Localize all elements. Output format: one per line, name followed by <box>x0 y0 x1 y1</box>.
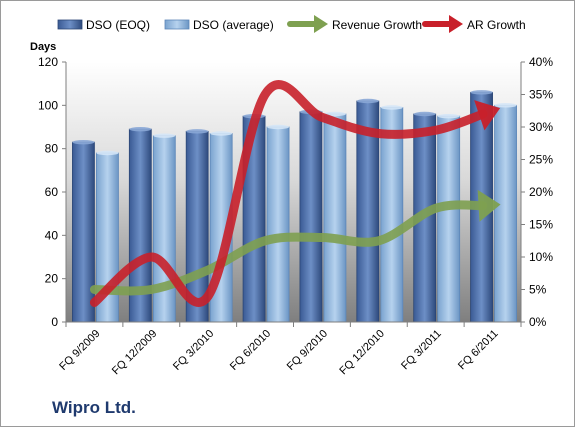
bar-top-0-1 <box>129 126 152 132</box>
x-tick-label: FQ 12/2009 <box>110 328 160 378</box>
y-tick-label: 40 <box>45 228 59 242</box>
y-axis-title: Days <box>30 41 56 53</box>
y2-tick-label: 20% <box>529 185 553 199</box>
bar-top-1-0 <box>96 150 119 156</box>
bar-dso-avg-5 <box>380 107 404 323</box>
legend-label-revenue-growth: Revenue Growth <box>332 18 422 32</box>
legend-swatch-dso-avg <box>164 19 190 30</box>
bar-top-1-5 <box>380 105 403 110</box>
y2-tick-label: 5% <box>529 283 547 297</box>
y2-tick-label: 30% <box>529 120 553 134</box>
y-tick-label: 80 <box>45 142 59 156</box>
x-tick-label: FQ 3/2011 <box>399 328 444 373</box>
y2-tick-label: 15% <box>529 218 553 232</box>
bar-top-0-6 <box>413 111 436 117</box>
revenue-growth-arrowhead <box>477 189 501 222</box>
x-tick-label: FQ 3/2010 <box>171 328 216 373</box>
bar-dso-eoq-4 <box>299 111 323 323</box>
x-tick-label: FQ 6/2010 <box>228 328 273 373</box>
y2-tick-label: 40% <box>529 55 553 69</box>
bar-top-1-3 <box>267 124 290 130</box>
x-tick-label: FQ 9/2009 <box>57 328 102 373</box>
bar-top-0-0 <box>72 139 95 145</box>
legend-swatch-dso-eoq <box>57 19 83 30</box>
y-tick-label: 120 <box>38 55 58 69</box>
bar-top-0-7 <box>470 90 493 95</box>
legend-label-ar-growth: AR Growth <box>467 18 526 32</box>
ar-growth-arrowhead <box>474 100 501 131</box>
ar-growth-line <box>89 80 488 307</box>
x-tick-label: FQ 9/2010 <box>285 328 330 373</box>
legend-label-dso-avg: DSO (average) <box>193 18 274 32</box>
bar-dso-avg-1 <box>152 135 176 323</box>
bar-top-1-1 <box>153 133 176 138</box>
bar-top-1-7 <box>494 103 517 108</box>
legend-arrowhead-ar-growth <box>449 15 463 33</box>
y2-tick-label: 0% <box>529 315 547 329</box>
company-label: Wipro Ltd. <box>52 398 136 417</box>
y-tick-label: 60 <box>45 185 59 199</box>
x-tick-label: FQ 12/2010 <box>337 328 387 378</box>
bar-dso-avg-6 <box>437 115 461 323</box>
bar-dso-eoq-0 <box>72 141 95 323</box>
bar-top-1-2 <box>210 131 233 136</box>
x-tick-label: FQ 6/2011 <box>456 328 501 373</box>
y2-tick-label: 35% <box>529 88 553 102</box>
bar-top-0-5 <box>356 98 379 104</box>
y-tick-label: 20 <box>45 272 59 286</box>
bar-top-0-2 <box>186 129 209 134</box>
legend-label-dso-eoq: DSO (EOQ) <box>86 18 150 32</box>
legend: DSO (EOQ) DSO (average) Revenue Growth AR G… <box>57 15 526 33</box>
y-tick-label: 100 <box>38 98 58 112</box>
bar-top-1-6 <box>437 113 460 119</box>
y2-tick-label: 25% <box>529 153 553 167</box>
legend-arrowhead-revenue-growth <box>314 15 328 33</box>
y-tick-label: 0 <box>51 315 58 329</box>
bar-dso-avg-3 <box>266 126 290 323</box>
revenue-growth-line <box>89 200 488 296</box>
y2-tick-label: 10% <box>529 250 553 264</box>
bar-dso-avg-7 <box>494 104 517 323</box>
bar-dso-avg-4 <box>323 113 347 323</box>
